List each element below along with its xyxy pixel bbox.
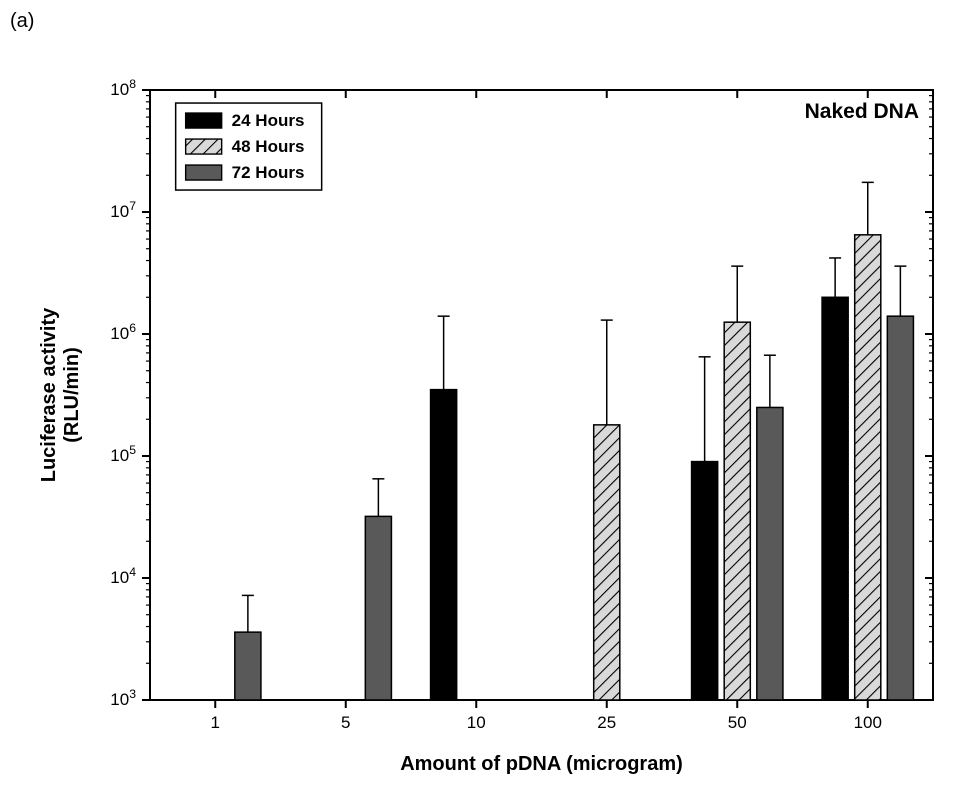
- panel-label: (a): [10, 10, 34, 33]
- svg-text:24 Hours: 24 Hours: [232, 111, 305, 130]
- svg-text:1: 1: [211, 713, 220, 732]
- svg-text:103: 103: [110, 687, 136, 709]
- svg-text:5: 5: [341, 713, 350, 732]
- svg-text:Amount of pDNA (microgram): Amount of pDNA (microgram): [400, 753, 683, 775]
- svg-text:Luciferase activity(RLU/min): Luciferase activity(RLU/min): [38, 307, 83, 482]
- figure-container: (a) 103 104 105 106 107 108 1 5 10 25 50 100 Lucifer…: [0, 0, 978, 800]
- svg-text:50: 50: [728, 713, 747, 732]
- svg-text:Naked DNA: Naked DNA: [805, 100, 919, 123]
- svg-text:25: 25: [597, 713, 616, 732]
- svg-text:48 Hours: 48 Hours: [232, 137, 305, 156]
- svg-text:104: 104: [110, 565, 136, 587]
- svg-text:107: 107: [110, 199, 136, 221]
- svg-text:100: 100: [854, 713, 882, 732]
- svg-text:108: 108: [110, 77, 136, 99]
- svg-text:106: 106: [110, 321, 136, 343]
- svg-text:105: 105: [110, 443, 136, 465]
- bar-chart: 103 104 105 106 107 108 1 5 10 25 50 100 Luciferase …: [0, 0, 978, 800]
- svg-text:10: 10: [467, 713, 486, 732]
- svg-text:72 Hours: 72 Hours: [232, 163, 305, 182]
